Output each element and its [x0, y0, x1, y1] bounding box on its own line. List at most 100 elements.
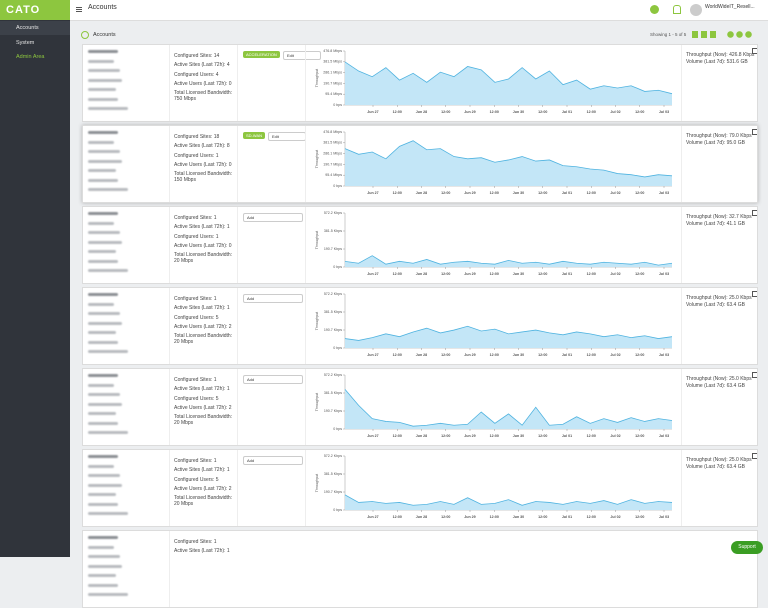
checkbox[interactable] — [752, 291, 757, 297]
redacted-text — [88, 321, 122, 325]
x-tick-label: Jul 01 — [562, 434, 572, 438]
volume: Volume (Last 7d): 63.4 GB — [686, 464, 745, 470]
divider — [305, 369, 306, 445]
stat: Configured Sites: 1 — [174, 539, 217, 545]
stat: Configured Sites: 1 — [174, 458, 217, 464]
stat: Active Sites (Last 72h): 1 — [174, 224, 230, 230]
action-icons[interactable] — [726, 31, 752, 38]
x-tick-label: 12:00 — [393, 110, 402, 114]
divider — [169, 126, 170, 202]
area-fill — [345, 61, 672, 105]
redacted-text — [88, 421, 118, 425]
checkbox[interactable] — [752, 372, 757, 378]
redacted-text — [88, 464, 114, 468]
checkbox[interactable] — [752, 453, 757, 459]
stat: Active Users (Last 72h): 2 — [174, 486, 232, 492]
nav-system[interactable]: System — [16, 40, 35, 46]
x-tick-label: Jul 02 — [610, 272, 620, 276]
stat-label: Active Users (Last 72h): — [174, 323, 228, 330]
stat-label: Total Licensed Bandwidth: — [174, 252, 233, 258]
action-button[interactable]: Add — [243, 456, 303, 465]
redacted-text — [88, 159, 122, 163]
volume-label: Volume (Last 7d): — [686, 383, 726, 389]
x-tick-label: Jun 29 — [464, 272, 475, 276]
bandwidth: 20 Mbps — [174, 258, 194, 264]
stat-value: 1 — [213, 215, 217, 221]
throughput: Throughput (Now): 25.0 Kbps — [686, 295, 752, 301]
help-icon[interactable] — [650, 5, 659, 14]
stat: Configured Users: 5 — [174, 477, 218, 483]
y-tick-label: 572.2 Kbps — [324, 211, 342, 215]
nav-accounts[interactable]: Accounts — [0, 21, 70, 35]
stat-value: 0 — [228, 80, 232, 87]
divider — [169, 450, 170, 526]
stat-label: Total Licensed Bandwidth: — [174, 333, 233, 339]
menu-icon[interactable] — [76, 7, 82, 8]
area-fill — [345, 255, 672, 267]
x-tick-label: Jun 29 — [464, 191, 475, 195]
checkbox[interactable] — [752, 129, 757, 135]
support-button[interactable]: Support — [731, 541, 763, 554]
stat: Active Sites (Last 72h): 8 — [174, 143, 230, 149]
throughput-chart: Throughput 476.8 Mbps 381.5 Mbps 286.1 Mbps… — [315, 49, 673, 114]
stat-label: Configured Users: — [174, 233, 215, 240]
x-tick-label: 12:00 — [393, 434, 402, 438]
volume-value: 531.6 GB — [726, 59, 748, 65]
action-button[interactable]: Edit — [268, 132, 306, 141]
stat-value: 1 — [226, 305, 230, 312]
y-tick-label: 381.5 Kbps — [324, 391, 342, 395]
stat-value: 1 — [226, 386, 230, 393]
x-tick-label: Jun 29 — [464, 434, 475, 438]
volume-value: 63.4 GB — [726, 383, 745, 389]
divider — [305, 450, 306, 526]
throughput-value: 426.8 Kbps — [729, 52, 755, 58]
redacted-text — [88, 69, 120, 72]
bandwidth: 20 Mbps — [174, 420, 194, 426]
redacted-text — [88, 412, 116, 415]
x-tick-label: Jun 30 — [513, 272, 524, 276]
throughput-value: 32.7 Kbps — [729, 214, 752, 220]
x-tick-label: 12:00 — [635, 515, 644, 519]
area-line — [344, 140, 673, 178]
divider — [305, 126, 306, 202]
stat-value: 2 — [228, 404, 232, 411]
redacted-text — [88, 231, 120, 234]
stat: Active Users (Last 72h): 2 — [174, 405, 232, 411]
user-name[interactable]: WorldWideIT_Resell... — [705, 4, 755, 10]
redacted-text — [88, 564, 122, 568]
x-tick-label: Jun 29 — [464, 110, 475, 114]
avatar[interactable] — [690, 4, 702, 16]
action-button[interactable]: Edit — [283, 51, 321, 60]
bandwidth: 20 Mbps — [174, 339, 194, 345]
stat-label: Configured Sites: — [174, 377, 213, 383]
stat-value: 2 — [228, 323, 232, 330]
divider — [237, 369, 238, 445]
divider — [681, 45, 682, 121]
logo[interactable]: CATO — [0, 0, 70, 20]
action-button[interactable]: Add — [243, 375, 303, 384]
x-tick-label: Jun 30 — [513, 110, 524, 114]
stat-label: Configured Users: — [174, 152, 215, 159]
checkbox[interactable] — [752, 48, 757, 54]
stat-value: 4 — [215, 71, 219, 78]
checkbox[interactable] — [752, 210, 757, 216]
nav-admin-area[interactable]: Admin Area — [16, 54, 45, 60]
divider — [237, 126, 238, 202]
y-tick-label: 0 bps — [333, 265, 342, 269]
x-tick-label: 12:00 — [441, 272, 450, 276]
y-axis-label: Throughput — [315, 474, 319, 492]
notification-icon[interactable] — [673, 5, 681, 14]
throughput-label: Throughput (Now): — [686, 376, 728, 382]
volume: Volume (Last 7d): 63.4 GB — [686, 383, 745, 389]
redacted-text — [88, 583, 118, 587]
action-button[interactable]: Add — [243, 213, 303, 222]
divider — [169, 288, 170, 364]
volume-label: Volume (Last 7d): — [686, 221, 726, 227]
throughput-label: Throughput (Now): — [686, 214, 728, 220]
action-button[interactable]: Add — [243, 294, 303, 303]
x-tick-label: Jul 02 — [610, 515, 620, 519]
search-icon[interactable] — [81, 31, 89, 39]
stat-value: 1 — [213, 296, 217, 302]
view-icons[interactable] — [692, 31, 718, 38]
